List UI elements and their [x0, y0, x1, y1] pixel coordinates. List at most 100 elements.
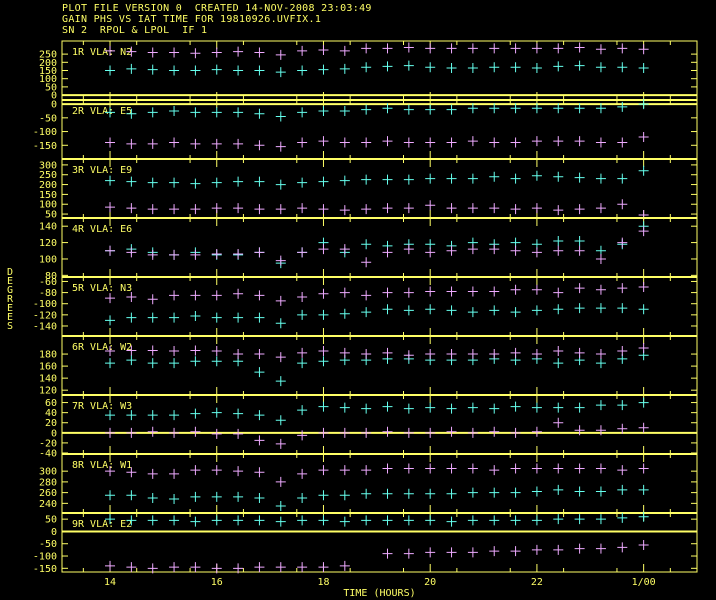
lpol-point	[446, 203, 457, 214]
rpol-point	[190, 356, 201, 367]
lpol-point	[638, 463, 649, 474]
lpol-point	[147, 345, 158, 356]
rpol-point	[190, 516, 201, 527]
lpol-point	[510, 43, 521, 54]
rpol-point	[574, 514, 585, 525]
lpol-point	[467, 286, 478, 297]
rpol-point	[574, 172, 585, 183]
rpol-point	[382, 304, 393, 315]
rpol-point	[638, 511, 649, 522]
y-tick-label: -100	[33, 552, 57, 563]
rpol-point	[595, 514, 606, 525]
rpol-point	[446, 104, 457, 115]
lpol-point	[382, 548, 393, 559]
x-tick-label: 22	[531, 577, 543, 588]
lpol-point	[254, 47, 265, 58]
rpol-point	[318, 309, 329, 320]
rpol-point	[467, 515, 478, 526]
lpol-point	[617, 137, 628, 148]
y-tick-label: -50	[39, 539, 57, 550]
lpol-point	[339, 465, 350, 476]
lpol-point	[211, 203, 222, 214]
y-tick-label: -80	[39, 288, 57, 299]
rpol-point	[275, 501, 286, 512]
lpol-point	[403, 42, 414, 53]
rpol-point	[361, 515, 372, 526]
rpol-point	[190, 65, 201, 76]
rpol-point	[233, 176, 244, 187]
y-axis-label-letter: E	[7, 276, 13, 287]
lpol-point	[233, 466, 244, 477]
lpol-point	[297, 203, 308, 214]
rpol-point	[361, 488, 372, 499]
lpol-point	[169, 562, 180, 573]
lpol-point	[574, 136, 585, 147]
y-tick-label: 120	[39, 238, 57, 249]
lpol-point	[211, 138, 222, 149]
rpol-point	[318, 176, 329, 187]
rpol-point	[510, 487, 521, 498]
rpol-point	[211, 407, 222, 418]
lpol-point	[446, 245, 457, 256]
y-tick-label: 40	[45, 408, 57, 419]
lpol-point	[531, 43, 542, 54]
rpol-point	[275, 516, 286, 527]
y-tick-label: 50	[45, 210, 57, 221]
rpol-point	[297, 107, 308, 118]
rpol-point	[147, 410, 158, 421]
y-tick-label: 200	[39, 180, 57, 191]
antenna-label: 2R VLA: E5	[72, 106, 132, 117]
y-tick-label: 50	[45, 515, 57, 526]
lpol-point	[638, 226, 649, 237]
rpol-point	[233, 312, 244, 323]
lpol-point	[595, 349, 606, 360]
rpol-point	[126, 490, 137, 501]
lpol-point	[489, 546, 500, 557]
lpol-point	[169, 346, 180, 357]
rpol-point	[489, 515, 500, 526]
lpol-point	[574, 245, 585, 256]
lpol-point	[275, 438, 286, 449]
lpol-point	[617, 542, 628, 553]
lpol-point	[105, 346, 116, 357]
lpol-point	[297, 430, 308, 441]
lpol-point	[467, 349, 478, 360]
lpol-point	[169, 204, 180, 215]
lpol-point	[211, 249, 222, 260]
lpol-point	[297, 137, 308, 148]
rpol-point	[553, 304, 564, 315]
lpol-point	[403, 427, 414, 438]
lpol-point	[446, 286, 457, 297]
rpol-point	[233, 65, 244, 76]
y-tick-label: 150	[39, 190, 57, 201]
lpol-point	[510, 427, 521, 438]
lpol-point	[574, 425, 585, 436]
lpol-point	[489, 244, 500, 255]
rpol-point	[361, 62, 372, 73]
rpol-point	[361, 307, 372, 318]
lpol-point	[617, 346, 628, 357]
lpol-point	[425, 547, 436, 558]
rpol-point	[467, 487, 478, 498]
rpol-point	[147, 64, 158, 75]
rpol-point	[617, 512, 628, 523]
lpol-point	[531, 203, 542, 214]
rpol-point	[595, 62, 606, 73]
lpol-point	[403, 463, 414, 474]
rpol-point	[105, 514, 116, 525]
lpol-point	[105, 45, 116, 56]
y-tick-label: 280	[39, 477, 57, 488]
rpol-point	[318, 105, 329, 116]
lpol-point	[339, 347, 350, 358]
lpol-point	[467, 427, 478, 438]
rpol-point	[211, 107, 222, 118]
rpol-point	[254, 492, 265, 503]
x-axis-label: TIME (HOURS)	[343, 588, 415, 599]
lpol-point	[190, 465, 201, 476]
rpol-point	[339, 63, 350, 74]
lpol-point	[467, 136, 478, 147]
y-tick-label: -40	[39, 448, 57, 459]
rpol-point	[254, 65, 265, 76]
lpol-point	[489, 426, 500, 437]
plot-header-line-1: PLOT FILE VERSION 0 CREATED 14-NOV-2008 …	[62, 3, 372, 14]
